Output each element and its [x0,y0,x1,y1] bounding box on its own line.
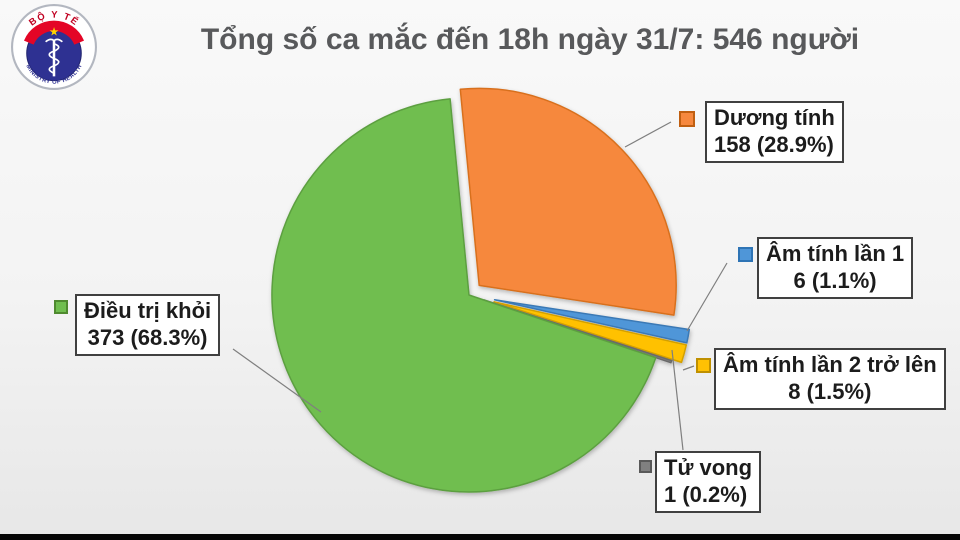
callout-am-tinh-lan-1: Âm tính lần 1 6 (1.1%) [757,237,914,299]
callout-label: Tử vong [664,455,753,480]
callout-duong-tinh: Dương tính 158 (28.9%) [705,101,844,163]
callout-label: Dương tính [714,105,835,130]
ministry-of-health-logo: ★ BỘ Y TẾ MINISTRY OF HEALTH [11,4,97,90]
leader-line-am-tinh-lan-1 [686,262,728,332]
leader-line-tu-vong [671,349,684,451]
pie-slice-dieu-tri-khoi [271,98,657,493]
callout-value: 1 (0.2%) [664,482,748,507]
logo-star-icon: ★ [49,26,59,38]
pie-slice-am-tinh-lan-2 [493,301,688,364]
legend-marker-am-tinh-lan-1 [738,247,753,262]
legend-marker-am-tinh-lan-2 [696,358,711,373]
pie-slice-am-tinh-lan-1 [493,299,691,344]
leader-line-duong-tinh [624,121,672,148]
leader-line-am-tinh-lan-2 [682,365,695,371]
legend-marker-duong-tinh [679,111,695,127]
logo-red-band [23,20,85,45]
chart-title: Tổng số ca mắc đến 18h ngày 31/7: 546 ng… [200,23,860,56]
callout-value: 373 (68.3%) [87,325,208,350]
callout-tu-vong: Tử vong 1 (0.2%) [655,451,762,513]
leader-line-dieu-tri-khoi [232,348,322,413]
callout-value: 8 (1.5%) [788,379,872,404]
callout-dieu-tri-khoi: Điều trị khỏi 373 (68.3%) [75,294,221,356]
callout-am-tinh-lan-2: Âm tính lần 2 trở lên 8 (1.5%) [714,348,946,410]
pie-slice-duong-tinh [459,87,677,316]
callout-value: 158 (28.9%) [714,132,834,157]
legend-marker-dieu-tri-khoi [54,300,68,314]
callout-value: 6 (1.1%) [793,268,877,293]
callout-label: Âm tính lần 2 trở lên [723,352,937,377]
callout-label: Điều trị khỏi [84,298,212,323]
callout-label: Âm tính lần 1 [766,241,905,266]
rod-of-asclepius-icon [45,38,63,77]
legend-marker-tu-vong [639,460,652,473]
leader-lines [232,121,728,451]
bottom-black-bar [0,534,960,540]
